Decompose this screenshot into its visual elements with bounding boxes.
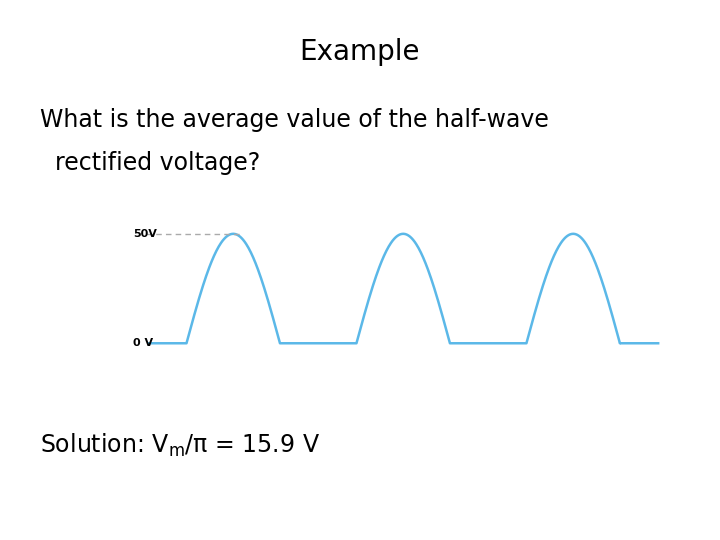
Text: Example: Example bbox=[300, 38, 420, 66]
Text: rectified voltage?: rectified voltage? bbox=[40, 151, 260, 175]
Text: Solution: $\mathregular{V_m/\pi}$ = 15.9 V: Solution: $\mathregular{V_m/\pi}$ = 15.9… bbox=[40, 432, 320, 459]
Text: 50V: 50V bbox=[133, 229, 157, 239]
Text: 0 V: 0 V bbox=[133, 338, 153, 348]
Text: What is the average value of the half-wave: What is the average value of the half-wa… bbox=[40, 108, 549, 132]
